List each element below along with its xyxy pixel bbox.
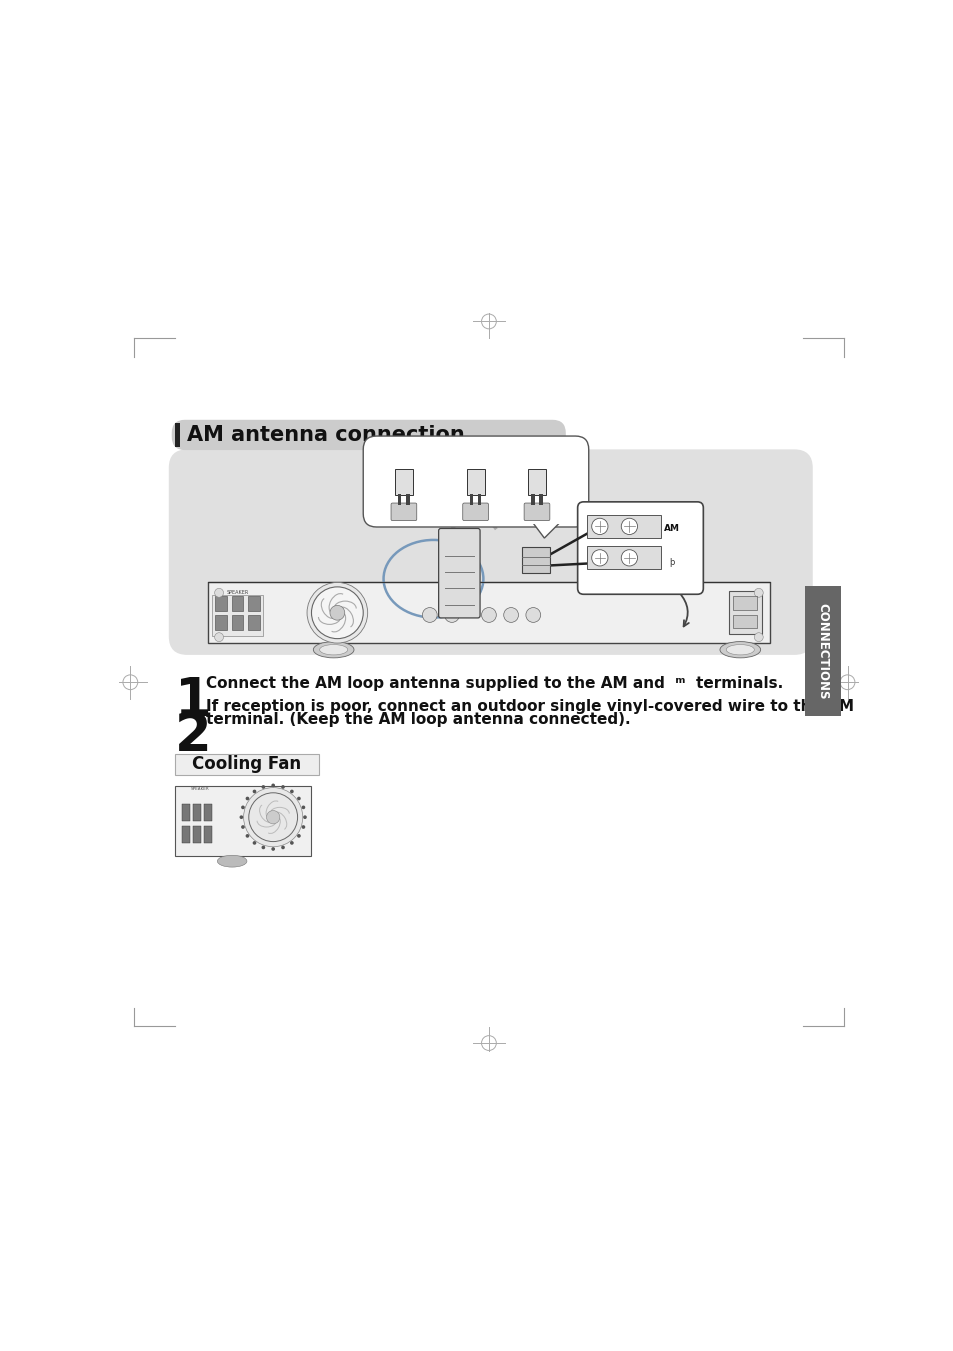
FancyBboxPatch shape [232,615,243,630]
Bar [174,423,180,447]
Circle shape [253,789,256,793]
Bar [208,582,769,643]
FancyBboxPatch shape [395,469,413,494]
FancyBboxPatch shape [204,804,213,820]
Text: 1: 1 [174,676,212,727]
Bar [531,494,534,505]
Circle shape [311,586,363,639]
Ellipse shape [725,644,754,655]
Ellipse shape [313,642,354,658]
Circle shape [481,608,496,623]
Circle shape [241,825,245,830]
Circle shape [301,825,305,830]
FancyBboxPatch shape [587,546,659,569]
Circle shape [296,834,300,838]
Circle shape [422,608,436,623]
Text: AM antenna connection: AM antenna connection [187,426,464,444]
FancyBboxPatch shape [587,515,659,538]
Circle shape [503,608,518,623]
FancyBboxPatch shape [728,592,761,634]
Circle shape [591,519,607,535]
Bar [174,754,318,774]
Text: SPEAKER: SPEAKER [226,590,249,594]
FancyBboxPatch shape [182,827,190,843]
Circle shape [620,550,637,566]
Text: If reception is poor, connect an outdoor single vinyl-covered wire to the AM: If reception is poor, connect an outdoor… [206,700,854,715]
Circle shape [330,605,344,620]
Circle shape [307,582,367,643]
Bar [397,494,401,505]
FancyBboxPatch shape [391,503,416,520]
FancyBboxPatch shape [732,615,757,628]
Text: Connect the AM loop antenna supplied to the AM and  ᵐ  terminals.: Connect the AM loop antenna supplied to … [206,677,783,692]
Circle shape [301,805,305,809]
Circle shape [754,588,762,597]
Circle shape [303,816,307,819]
Circle shape [245,834,249,838]
Circle shape [281,846,285,850]
Bar [804,586,840,716]
Bar [212,594,263,636]
FancyBboxPatch shape [193,827,201,843]
Circle shape [591,550,607,566]
FancyBboxPatch shape [215,597,227,611]
Text: 2: 2 [174,711,212,762]
FancyBboxPatch shape [248,615,259,630]
Ellipse shape [319,644,347,655]
Text: SPEAKER: SPEAKER [191,788,210,792]
Text: þ: þ [669,558,675,567]
FancyBboxPatch shape [732,597,757,609]
Ellipse shape [720,642,760,658]
Bar [406,494,409,505]
Circle shape [243,788,302,847]
Circle shape [261,785,265,789]
FancyBboxPatch shape [182,804,190,820]
FancyBboxPatch shape [204,827,213,843]
Circle shape [290,789,294,793]
Circle shape [444,608,459,623]
Circle shape [620,519,637,535]
Text: terminal. (Keep the AM loop antenna connected).: terminal. (Keep the AM loop antenna conn… [206,712,631,727]
Circle shape [214,632,223,642]
FancyBboxPatch shape [232,597,243,611]
Circle shape [525,608,540,623]
Circle shape [239,816,243,819]
Polygon shape [533,523,558,538]
Circle shape [754,632,762,642]
Circle shape [290,842,294,844]
Circle shape [249,793,297,842]
Circle shape [296,797,300,800]
Bar [174,786,311,857]
Circle shape [253,842,256,844]
FancyBboxPatch shape [248,597,259,611]
Circle shape [261,846,265,850]
Bar [477,494,481,505]
Bar [470,494,473,505]
FancyBboxPatch shape [466,469,484,494]
Bar [538,494,542,505]
Circle shape [281,785,285,789]
FancyBboxPatch shape [215,615,227,630]
Text: AM: AM [663,524,679,534]
Circle shape [214,588,223,597]
FancyBboxPatch shape [193,804,201,820]
Circle shape [241,805,245,809]
FancyBboxPatch shape [438,528,479,617]
FancyBboxPatch shape [523,503,549,520]
FancyBboxPatch shape [577,501,702,594]
FancyBboxPatch shape [527,469,545,494]
Circle shape [271,784,274,788]
Text: CONNECTIONS: CONNECTIONS [816,603,829,698]
Ellipse shape [217,855,247,867]
FancyBboxPatch shape [172,420,565,450]
FancyBboxPatch shape [363,436,588,527]
FancyBboxPatch shape [521,547,550,573]
Circle shape [245,797,249,800]
FancyBboxPatch shape [462,503,488,520]
Text: Cooling Fan: Cooling Fan [192,755,301,773]
Circle shape [266,811,279,824]
Circle shape [271,847,274,851]
FancyBboxPatch shape [169,450,812,655]
